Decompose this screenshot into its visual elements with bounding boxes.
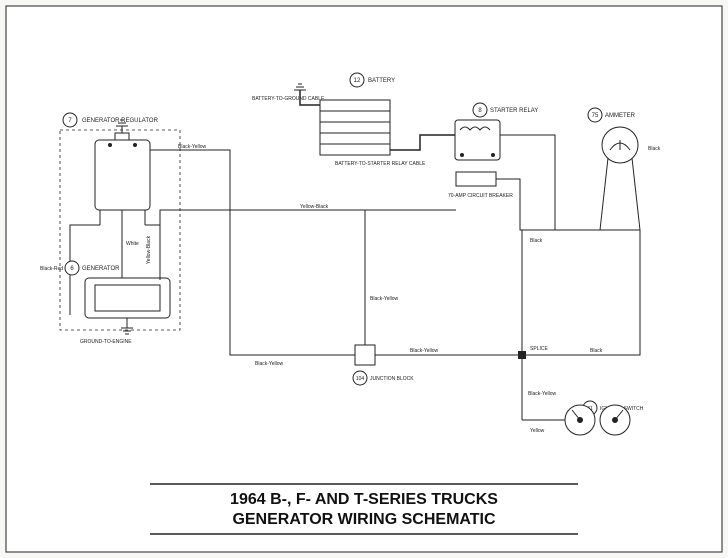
battery-id: 12 [354,78,361,84]
wire-black-yellow-run: Black-Yellow [255,361,284,367]
wire-black-yellow-2: Black-Yellow [410,348,439,354]
wiring-schematic: 7 GENERATOR REGULATOR White Black-Red Ye… [0,0,728,558]
relay-label: STARTER RELAY [490,108,538,114]
wire-black-red: Black-Red [40,266,63,272]
wire-black-bus: Black [530,238,543,244]
junction-id: 104 [356,376,365,382]
junction-label: JUNCTION BLOCK [370,376,414,382]
wire-black-yellow-drop: Black-Yellow [370,296,399,302]
ammeter-id: 75 [592,113,599,119]
wire-yellow: Yellow [530,428,545,434]
wire-black-right: Black [590,348,603,354]
ammeter-label: AMMETER [605,113,636,119]
circuit-breaker [456,172,496,186]
wire-white: White [126,241,139,247]
ground-engine-label: GROUND-TO-ENGINE [80,339,132,345]
batt-ground-label: BATTERY-TO-GROUND CABLE [252,96,325,102]
splice-dot [518,351,526,359]
junction-block [355,345,375,365]
wire-black-yellow-1: Black-Yellow [178,144,207,150]
battery-body [320,100,390,155]
generator-label: GENERATOR [82,266,120,272]
breaker-label: 70-AMP CIRCUIT BREAKER [448,193,513,199]
wire-yellow-black-left: Yellow-Black [146,235,152,264]
regulator-body [95,140,150,210]
wire-yellow-black-run: Yellow-Black [300,204,329,210]
wire-black-amm: Black [648,146,661,152]
title-line-1: 1964 B-, F- AND T-SERIES TRUCKS [230,491,498,508]
splice-label: SPLICE [530,346,548,352]
wire-black-yellow-3: Black-Yellow [528,391,557,397]
title-line-2: GENERATOR WIRING SCHEMATIC [232,511,496,528]
batt-relay-label: BATTERY-TO-STARTER RELAY CABLE [335,161,426,167]
battery-label: BATTERY [368,78,395,84]
